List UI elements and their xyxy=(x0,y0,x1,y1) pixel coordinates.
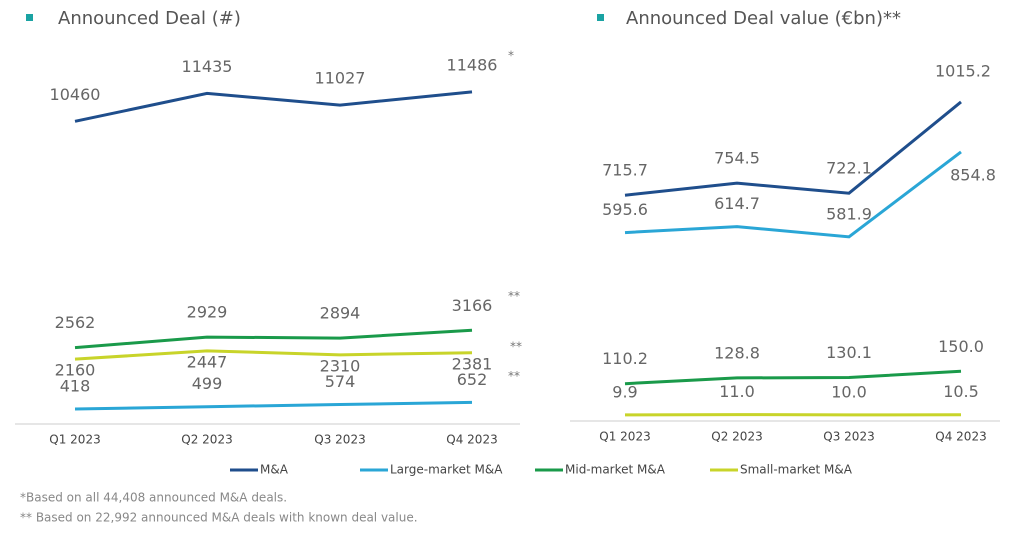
data-label: 110.2 xyxy=(602,349,648,368)
data-label: 11486 xyxy=(447,55,498,74)
data-label: 581.9 xyxy=(826,204,872,223)
line xyxy=(75,92,472,121)
data-label: 10.0 xyxy=(831,382,867,401)
legend-label: Large-market M&A xyxy=(390,463,503,477)
data-label: 722.1 xyxy=(826,159,872,178)
x-tick-label: Q2 2023 xyxy=(181,433,232,447)
x-tick-label: Q4 2023 xyxy=(446,433,497,447)
x-tick-label: Q3 2023 xyxy=(314,433,365,447)
line xyxy=(625,102,961,195)
data-label: 2447 xyxy=(187,352,228,371)
annotation: ** xyxy=(508,289,520,303)
line xyxy=(625,371,961,383)
data-label: 614.7 xyxy=(714,194,760,213)
x-tick-label: Q3 2023 xyxy=(823,430,874,444)
title-marker xyxy=(597,14,604,21)
data-label: 11027 xyxy=(315,69,366,88)
data-label: 10460 xyxy=(50,85,101,104)
data-label: 2894 xyxy=(320,304,361,323)
x-tick-label: Q1 2023 xyxy=(49,433,100,447)
data-label: 130.1 xyxy=(826,343,872,362)
annotation: * xyxy=(508,48,514,62)
data-label: 10.5 xyxy=(943,382,979,401)
legend-label: Small-market M&A xyxy=(740,463,853,477)
line xyxy=(75,351,472,359)
chart-title: Announced Deal (#) xyxy=(58,8,241,29)
chart-title: Announced Deal value (€bn)** xyxy=(626,8,901,29)
legend-label: M&A xyxy=(260,463,289,477)
data-label: 11.0 xyxy=(719,382,755,401)
data-label: 595.6 xyxy=(602,200,648,219)
data-label: 9.9 xyxy=(612,382,637,401)
footnote: ** Based on 22,992 announced M&A deals w… xyxy=(20,511,418,525)
data-label: 150.0 xyxy=(938,337,984,356)
data-label: 499 xyxy=(192,374,223,393)
x-tick-label: Q2 2023 xyxy=(711,430,762,444)
x-tick-label: Q1 2023 xyxy=(599,430,650,444)
line xyxy=(75,402,472,409)
line xyxy=(75,330,472,347)
footnote: *Based on all 44,408 announced M&A deals… xyxy=(20,491,287,505)
data-label: 715.7 xyxy=(602,161,648,180)
title-marker xyxy=(26,14,33,21)
data-label: 2310 xyxy=(320,356,361,375)
x-tick-label: Q4 2023 xyxy=(935,430,986,444)
data-label: 2381 xyxy=(452,354,493,373)
data-label: 2160 xyxy=(55,361,96,380)
data-label: 1015.2 xyxy=(935,61,991,80)
data-label: 3166 xyxy=(452,296,493,315)
data-label: 854.8 xyxy=(950,165,996,184)
data-label: 2929 xyxy=(187,303,228,322)
annotation: ** xyxy=(510,339,522,353)
data-label: 11435 xyxy=(182,57,233,76)
annotation: ** xyxy=(508,369,520,383)
legend-label: Mid-market M&A xyxy=(565,463,666,477)
data-label: 2562 xyxy=(55,313,96,332)
data-label: 128.8 xyxy=(714,343,760,362)
data-label: 754.5 xyxy=(714,149,760,168)
line xyxy=(625,152,961,237)
